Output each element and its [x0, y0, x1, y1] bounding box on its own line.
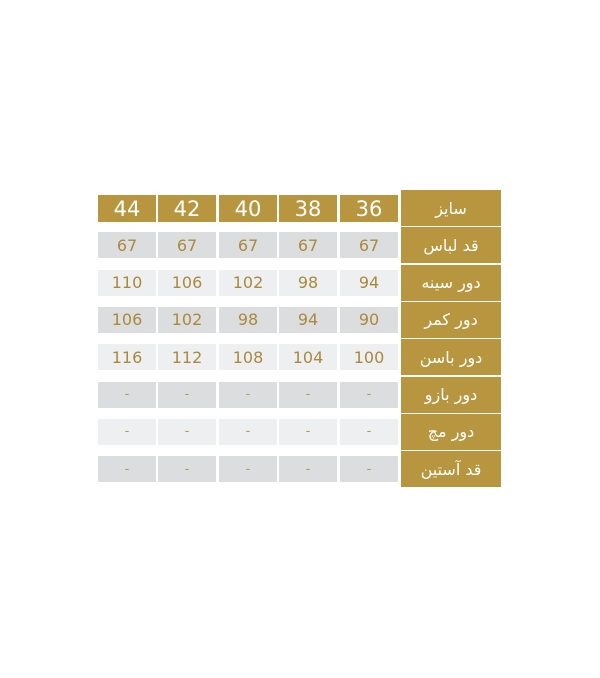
table-cell: -: [158, 418, 216, 445]
row-label: دور سینه: [401, 264, 501, 301]
size-header-cell: 42: [158, 195, 216, 222]
table-cell: -: [279, 418, 337, 445]
table-cell: 67: [158, 232, 216, 259]
table-cell: 94: [340, 269, 398, 296]
size-header-cell: 40: [219, 195, 277, 222]
table-cell: -: [219, 381, 277, 408]
table-cell: 90: [340, 306, 398, 333]
table-cell: -: [219, 456, 277, 483]
table-cell: -: [279, 381, 337, 408]
row-label: قد لباس: [401, 227, 501, 264]
table-cell: 108: [219, 344, 277, 371]
size-header-cell: 44: [98, 195, 156, 222]
table-cell: -: [98, 456, 156, 483]
row-label: دور باسن: [401, 339, 501, 376]
table-cell: 110: [98, 269, 156, 296]
table-cell: 98: [279, 269, 337, 296]
table-cell: 102: [158, 306, 216, 333]
table-cell: 100: [340, 344, 398, 371]
table-cell: -: [158, 456, 216, 483]
table-cell: 94: [279, 306, 337, 333]
table-cell: -: [219, 418, 277, 445]
table-cell: -: [340, 418, 398, 445]
row-label: قد آستین: [401, 451, 501, 488]
table-cell: 116: [98, 344, 156, 371]
table-cell: 104: [279, 344, 337, 371]
table-cell: 67: [279, 232, 337, 259]
table-cell: -: [98, 381, 156, 408]
table-cell: 102: [219, 269, 277, 296]
table-cell: 67: [98, 232, 156, 259]
row-label: دور مچ: [401, 413, 501, 450]
table-cell: -: [340, 456, 398, 483]
table-cell: 106: [98, 306, 156, 333]
row-label: دور کمر: [401, 301, 501, 338]
table-cell: 106: [158, 269, 216, 296]
size-header-cell: 38: [279, 195, 337, 222]
row-label: دور بازو: [401, 376, 501, 413]
table-cell: -: [98, 418, 156, 445]
header-label: سایز: [401, 190, 501, 226]
size-header-cell: 36: [340, 195, 398, 222]
table-cell: 67: [219, 232, 277, 259]
table-cell: -: [158, 381, 216, 408]
table-cell: -: [279, 456, 337, 483]
table-cell: -: [340, 381, 398, 408]
table-cell: 67: [340, 232, 398, 259]
table-cell: 98: [219, 306, 277, 333]
table-cell: 112: [158, 344, 216, 371]
